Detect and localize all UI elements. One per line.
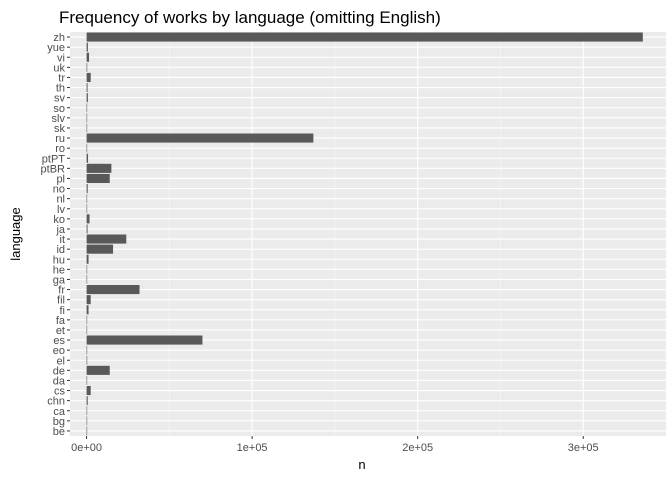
- bar-sv: [86, 93, 88, 103]
- bar-ptBR: [86, 163, 112, 173]
- y-tick-label-he: he: [53, 264, 65, 276]
- bar-it: [86, 234, 127, 244]
- minor-gridlines: [169, 32, 667, 436]
- y-tick-label-uk: uk: [53, 62, 65, 74]
- bar-et: [86, 325, 88, 335]
- y-tick-label-th: th: [56, 83, 65, 95]
- chart-title: Frequency of works by language (omitting…: [59, 8, 441, 27]
- plot-panel: [70, 32, 666, 436]
- bar-be: [86, 426, 88, 436]
- bar-fi: [86, 305, 89, 315]
- bar-tr: [86, 72, 91, 82]
- y-tick-label-so: so: [53, 103, 65, 115]
- x-tick-label: 3e+05: [568, 442, 599, 454]
- bar-hu: [86, 254, 89, 264]
- y-tick-label-ptPT: ptPT: [42, 153, 66, 165]
- bar-lv: [86, 204, 88, 214]
- y-tick-label-ko: ko: [53, 214, 65, 226]
- y-tick-label-cs: cs: [54, 386, 66, 398]
- y-tick-label-fi: fi: [60, 305, 66, 317]
- y-tick-label-nl: nl: [56, 194, 65, 206]
- y-tick-label-slv: slv: [52, 113, 66, 125]
- y-tick-label-zh: zh: [53, 32, 65, 44]
- y-tick-label-hu: hu: [53, 254, 65, 266]
- x-tick-label: 2e+05: [402, 442, 433, 454]
- y-tick-label-ptBR: ptBR: [41, 163, 66, 175]
- y-tick-label-chn: chn: [47, 396, 65, 408]
- y-tick-label-vi: vi: [57, 52, 65, 64]
- bar-slv: [86, 113, 88, 123]
- y-tick-label-lv: lv: [57, 204, 65, 216]
- y-tick-label-eo: eo: [53, 345, 65, 357]
- y-tick-label-ga: ga: [53, 274, 66, 286]
- y-tick-label-id: id: [56, 244, 65, 256]
- x-tick-label: 1e+05: [237, 442, 268, 454]
- bar-fr: [86, 285, 140, 295]
- bar-cs: [86, 386, 91, 396]
- x-tick-label: 0e+00: [71, 442, 102, 454]
- y-tick-label-ja: ja: [55, 224, 65, 236]
- bar-id: [86, 244, 114, 254]
- bar-he: [86, 264, 88, 274]
- y-tick-label-et: et: [56, 325, 65, 337]
- bar-so: [86, 103, 88, 113]
- bar-fa: [86, 315, 88, 325]
- bar-zh: [86, 32, 643, 42]
- bar-fil: [86, 295, 91, 305]
- bar-ga: [86, 274, 88, 284]
- bars: [86, 32, 643, 436]
- bar-ro: [86, 143, 88, 153]
- y-tick-label-ca: ca: [53, 406, 66, 418]
- bar-ru: [86, 133, 314, 143]
- y-tick-label-no: no: [53, 184, 65, 196]
- y-tick-label-sv: sv: [54, 93, 66, 105]
- y-tick-label-fil: fil: [57, 295, 65, 307]
- y-tick-label-ru: ru: [55, 133, 65, 145]
- y-tick-label-be: be: [53, 426, 65, 438]
- bar-eo: [86, 345, 88, 355]
- bar-da: [86, 375, 88, 385]
- bar-ja: [86, 224, 88, 234]
- y-tick-label-ro: ro: [55, 143, 65, 155]
- bar-vi: [86, 52, 90, 62]
- bar-el: [86, 355, 88, 365]
- x-axis-label: n: [358, 457, 365, 472]
- y-tick-label-yue: yue: [47, 42, 65, 54]
- y-tick-label-el: el: [56, 355, 65, 367]
- bar-pl: [86, 173, 110, 183]
- y-axis-ticks: bebgcachncsdadeeleoesetfafifilfrgahehuid…: [41, 32, 70, 438]
- major-gridlines: [70, 32, 666, 436]
- bar-chn: [86, 396, 88, 406]
- y-tick-label-pl: pl: [56, 173, 65, 185]
- y-tick-label-tr: tr: [58, 72, 65, 84]
- bar-ca: [86, 406, 88, 416]
- bar-no: [86, 184, 88, 194]
- y-tick-label-fr: fr: [58, 285, 65, 297]
- bar-es: [86, 335, 203, 345]
- bar-nl: [86, 194, 88, 204]
- x-axis-ticks: 0e+00 1e+05 2e+05 3e+05: [71, 436, 599, 454]
- y-tick-label-es: es: [53, 335, 65, 347]
- y-tick-label-sk: sk: [54, 123, 66, 135]
- bar-uk: [86, 62, 88, 72]
- bar-ko: [86, 214, 90, 224]
- bar-de: [86, 365, 110, 375]
- y-axis-label: language: [8, 207, 23, 261]
- y-tick-label-it: it: [60, 234, 66, 246]
- y-tick-label-bg: bg: [53, 416, 65, 428]
- bar-ptPT: [86, 153, 89, 163]
- y-tick-label-de: de: [53, 365, 65, 377]
- bar-bg: [86, 416, 88, 426]
- bar-yue: [86, 42, 88, 52]
- bar-sk: [86, 123, 88, 133]
- y-tick-label-da: da: [53, 375, 66, 387]
- y-tick-label-fa: fa: [56, 315, 66, 327]
- bar-th: [86, 83, 88, 93]
